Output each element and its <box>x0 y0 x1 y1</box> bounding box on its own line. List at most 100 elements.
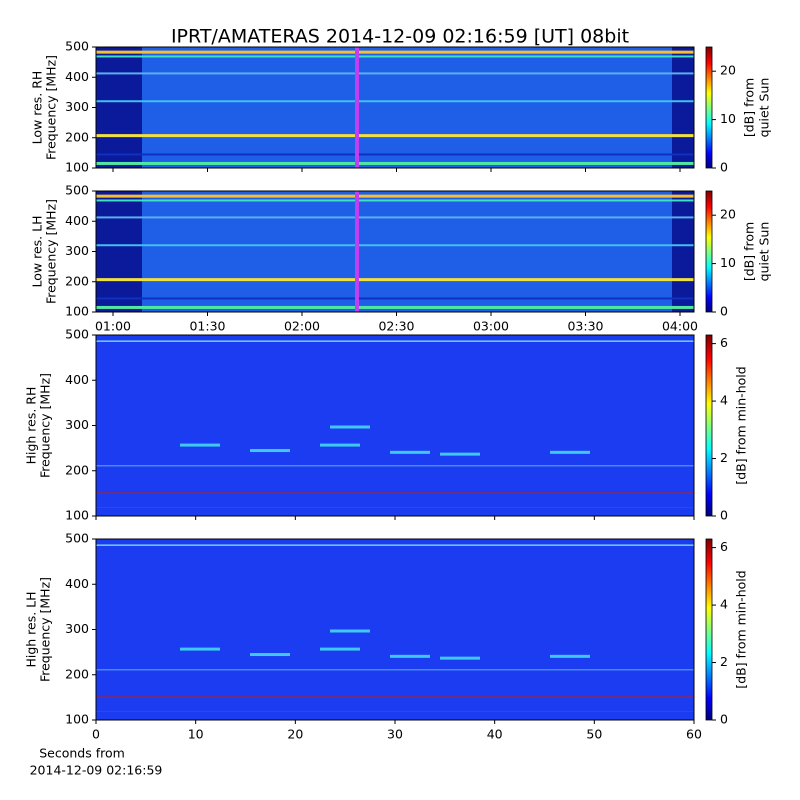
y-axis-label: High res. LH <box>24 591 39 667</box>
y-axis-label: Frequency [MHz] <box>38 373 53 478</box>
spectrogram-burst <box>180 443 220 447</box>
spectrogram-band <box>96 305 694 309</box>
x-axis-label: 2014-12-09 02:16:59 <box>30 763 163 778</box>
x-tick-label: 02:00 <box>284 319 320 334</box>
spectrogram-burst <box>320 647 360 651</box>
x-tick-label: 50 <box>586 727 602 742</box>
spectrogram-edge <box>672 191 694 312</box>
colorbar-tick-label: 20 <box>720 207 736 222</box>
x-tick-label: 0 <box>92 727 100 742</box>
spectrogram-burst <box>390 450 430 454</box>
colorbar-tick-label: 0 <box>720 508 728 523</box>
y-tick-label: 300 <box>65 621 89 636</box>
spectrogram-band <box>96 669 694 671</box>
y-tick-label: 400 <box>65 69 89 84</box>
spectrogram-band <box>96 492 694 494</box>
spectrogram-burst <box>390 654 430 658</box>
y-tick-label: 400 <box>65 213 89 228</box>
y-tick-label: 400 <box>65 372 89 387</box>
spectrogram-burst <box>250 653 290 657</box>
colorbar-tick-label: 2 <box>720 654 728 669</box>
spectrogram-band <box>96 544 694 546</box>
y-axis-label: Low res. LH <box>30 216 45 288</box>
x-tick-label: 03:30 <box>567 319 603 334</box>
x-tick-label: 01:30 <box>189 319 225 334</box>
spectrogram-burst <box>180 647 220 651</box>
x-tick-label: 40 <box>487 727 503 742</box>
y-axis-label: High res. RH <box>24 387 39 465</box>
y-axis-label: Frequency [MHz] <box>38 577 53 682</box>
spectrogram-edge <box>96 47 142 168</box>
y-tick-label: 100 <box>65 712 89 727</box>
y-tick-label: 500 <box>65 183 89 198</box>
x-tick-label: 01:00 <box>95 319 131 334</box>
x-axis-label: Seconds from <box>39 746 125 761</box>
colorbar-tick-label: 6 <box>720 539 728 554</box>
spectrogram-burst <box>440 452 480 456</box>
figure-title: IPRT/AMATERAS 2014-12-09 02:16:59 [UT] 0… <box>171 26 629 48</box>
colorbar-tick-label: 4 <box>720 597 728 612</box>
y-tick-label: 300 <box>65 243 89 258</box>
spectrogram-band <box>96 100 694 103</box>
y-axis-label: Low res. RH <box>30 71 45 145</box>
colorbar-tick-label: 4 <box>720 393 728 408</box>
spectrogram-burst <box>330 629 370 633</box>
spectrogram-band <box>96 297 694 300</box>
colorbar-label: [dB] from <box>742 222 757 281</box>
spectrogram-band <box>96 506 694 508</box>
y-axis-label: Frequency [MHz] <box>44 55 59 160</box>
y-tick-label: 500 <box>65 39 89 54</box>
colorbar <box>705 46 713 169</box>
spectrogram-image <box>96 335 694 516</box>
spectrogram-band <box>96 278 694 282</box>
y-tick-label: 400 <box>65 576 89 591</box>
y-tick-label: 500 <box>65 531 89 546</box>
spectrogram-edge <box>96 191 142 312</box>
spectrogram-burst <box>320 443 360 447</box>
spectrogram-band <box>96 710 694 712</box>
spectrogram-band <box>96 161 694 165</box>
y-tick-label: 100 <box>65 160 89 175</box>
spectrogram-marker <box>355 191 359 312</box>
spectrogram-band <box>96 199 694 202</box>
x-tick-label: 02:30 <box>378 319 414 334</box>
spectrogram-band <box>96 194 694 198</box>
y-tick-label: 100 <box>65 304 89 319</box>
spectrogram-image <box>96 47 694 168</box>
colorbar-tick-label: 10 <box>720 111 736 126</box>
y-tick-label: 100 <box>65 508 89 523</box>
spectrogram-burst <box>550 450 590 454</box>
spectrogram-band <box>96 134 694 138</box>
spectrogram-burst <box>250 449 290 453</box>
spectrogram-burst <box>550 654 590 658</box>
y-tick-label: 200 <box>65 666 89 681</box>
spectrogram-band <box>96 696 694 698</box>
colorbar-tick-label: 0 <box>720 160 728 175</box>
colorbar <box>705 538 713 721</box>
spectrogram-burst <box>330 425 370 429</box>
colorbar-label: [dB] from min-hold <box>734 366 749 484</box>
spectrogram-band <box>96 153 694 156</box>
spectrogram-band <box>96 216 694 219</box>
colorbar-label: quiet Sun <box>757 222 772 282</box>
y-tick-label: 300 <box>65 417 89 432</box>
spectrogram-marker <box>355 47 359 168</box>
spectrogram-band <box>96 50 694 54</box>
spectrogram-band <box>96 55 694 58</box>
spectrogram-image <box>96 539 694 720</box>
colorbar-tick-label: 6 <box>720 335 728 350</box>
spectrogram-image <box>96 191 694 312</box>
colorbar-tick-label: 10 <box>720 255 736 270</box>
x-tick-label: 03:00 <box>473 319 509 334</box>
y-tick-label: 200 <box>65 462 89 477</box>
colorbar <box>705 334 713 517</box>
x-tick-label: 10 <box>188 727 204 742</box>
x-tick-label: 30 <box>387 727 403 742</box>
x-tick-label: 04:00 <box>662 319 698 334</box>
colorbar-label: [dB] from <box>742 78 757 137</box>
y-axis-label: Frequency [MHz] <box>44 199 59 304</box>
y-tick-label: 500 <box>65 327 89 342</box>
y-tick-label: 200 <box>65 273 89 288</box>
y-tick-label: 200 <box>65 129 89 144</box>
